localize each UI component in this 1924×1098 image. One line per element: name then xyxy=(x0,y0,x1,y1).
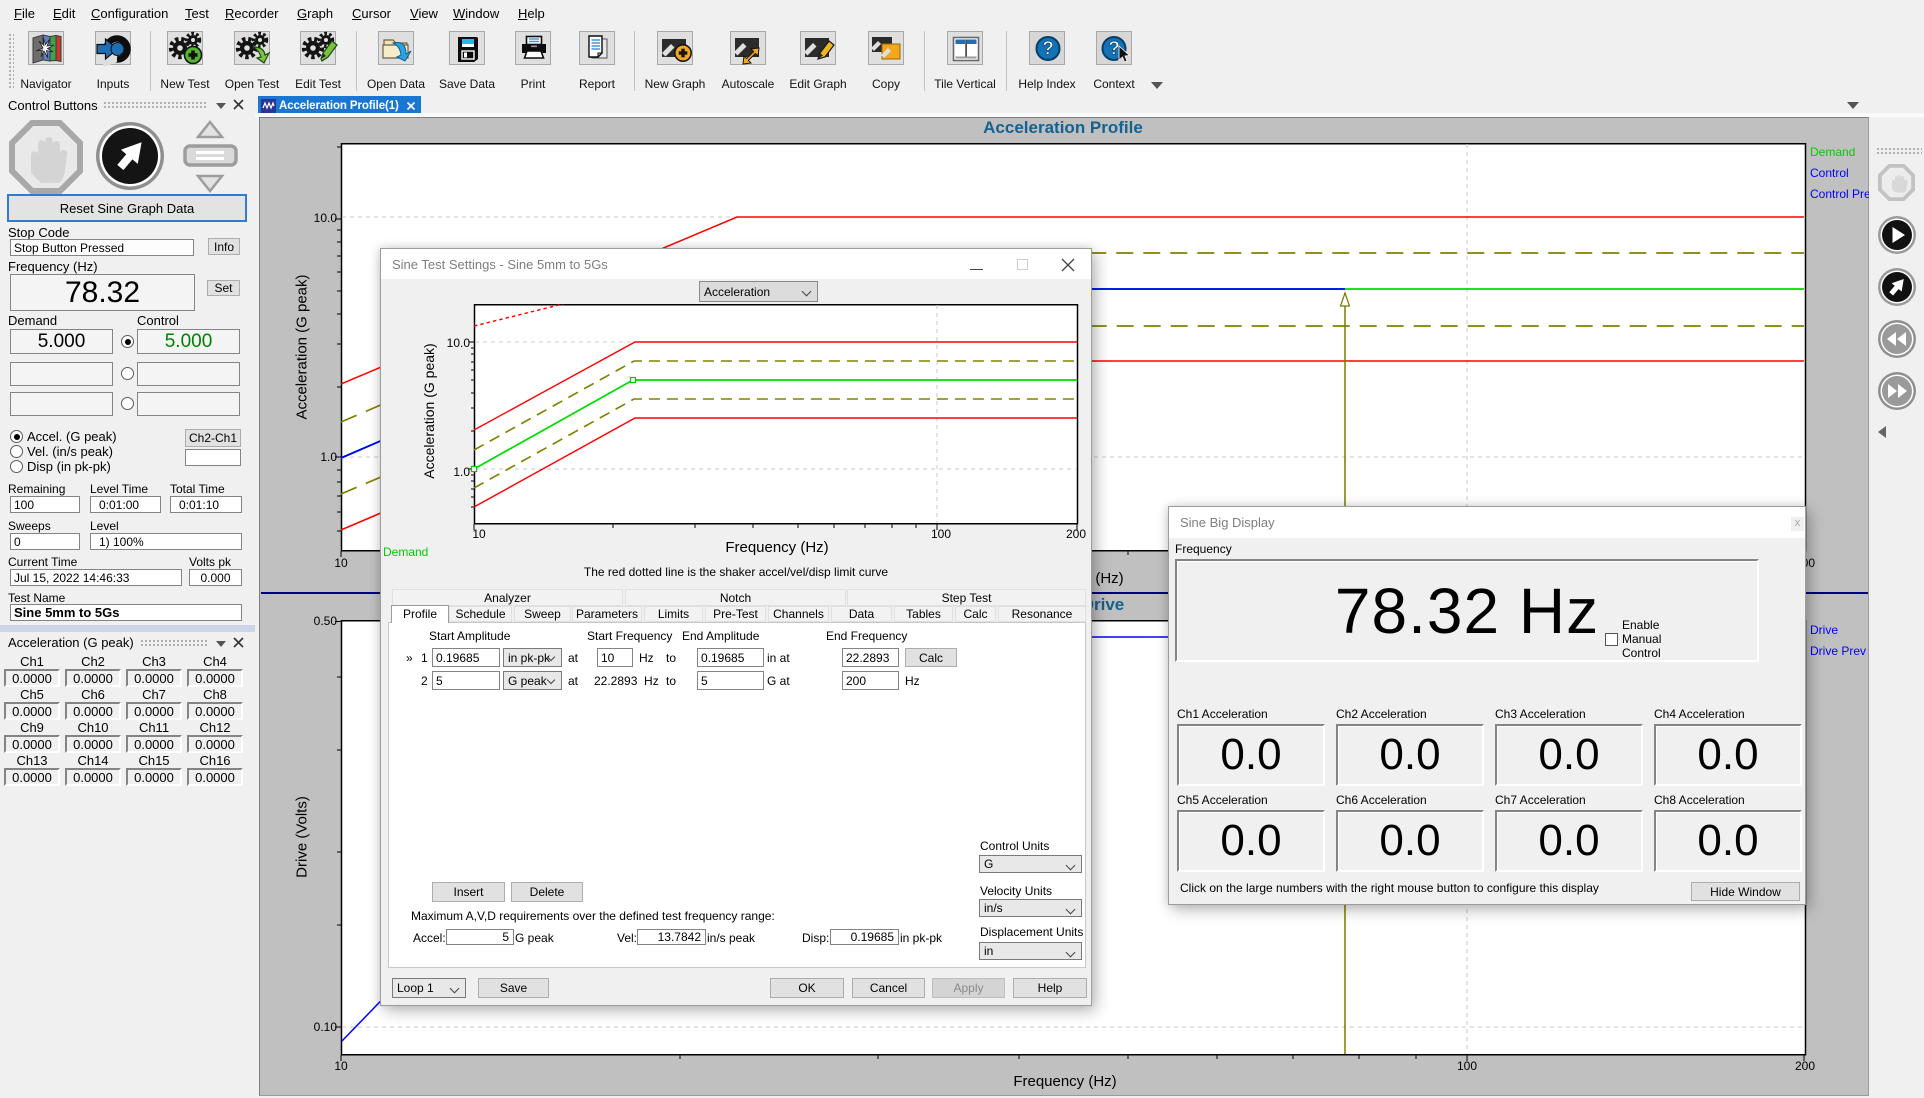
svg-text:?: ? xyxy=(1042,39,1054,60)
svg-text:?: ? xyxy=(1108,39,1120,60)
